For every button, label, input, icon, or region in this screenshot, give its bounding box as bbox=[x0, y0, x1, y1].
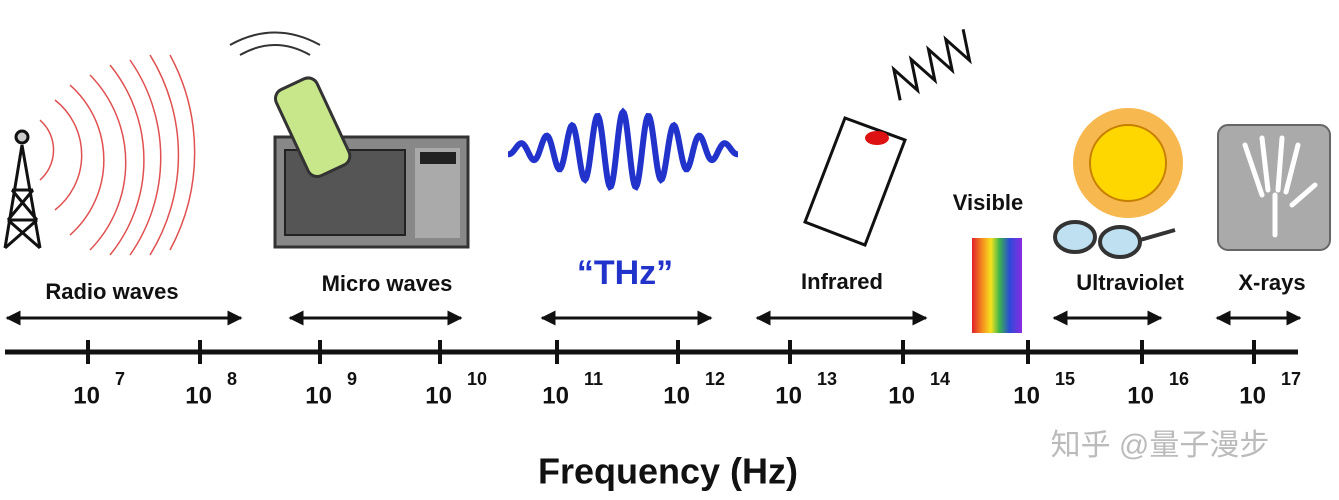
tick-base: 10 bbox=[542, 382, 569, 409]
tick-exponent: 11 bbox=[584, 369, 603, 389]
tick-exponent: 8 bbox=[227, 369, 237, 389]
tick-exponent: 16 bbox=[1169, 369, 1189, 389]
tick-base: 10 bbox=[305, 382, 332, 409]
tick-exponent: 15 bbox=[1055, 369, 1075, 389]
tick-base: 10 bbox=[73, 382, 100, 409]
tick-base: 10 bbox=[888, 382, 915, 409]
tick-base: 10 bbox=[425, 382, 452, 409]
tick-exponent: 10 bbox=[467, 369, 487, 389]
thz-wave bbox=[508, 107, 738, 191]
remote-icon bbox=[803, 29, 972, 247]
band-label: “THz” bbox=[577, 254, 673, 292]
band-label: Micro waves bbox=[322, 271, 453, 296]
visible-spectrum bbox=[972, 238, 1022, 333]
tick-exponent: 7 bbox=[115, 369, 125, 389]
band-label: X-rays bbox=[1238, 270, 1305, 295]
tick-base: 10 bbox=[1013, 382, 1040, 409]
tick-base: 10 bbox=[775, 382, 802, 409]
band-label: Radio waves bbox=[45, 279, 178, 304]
watermark: 知乎 @量子漫步 bbox=[1051, 429, 1270, 462]
phone-icon bbox=[229, 31, 352, 179]
radio-wave-arcs bbox=[39, 54, 196, 256]
tick-exponent: 13 bbox=[817, 369, 837, 389]
glasses-icon bbox=[1053, 220, 1176, 259]
tick-base: 10 bbox=[185, 382, 212, 409]
xray-icon bbox=[1217, 124, 1331, 251]
tick-exponent: 9 bbox=[347, 369, 357, 389]
tick-exponent: 12 bbox=[705, 369, 725, 389]
tick-exponent: 14 bbox=[930, 369, 950, 389]
tick-base: 10 bbox=[663, 382, 690, 409]
sun-icon bbox=[1073, 108, 1183, 218]
band-label: Infrared bbox=[801, 269, 883, 294]
band-label: Visible bbox=[953, 190, 1024, 215]
axis-title: Frequency (Hz) bbox=[538, 451, 798, 492]
band-label: Ultraviolet bbox=[1076, 270, 1184, 295]
tick-exponent: 17 bbox=[1281, 369, 1301, 389]
radio-tower-icon bbox=[3, 129, 42, 250]
tick-base: 10 bbox=[1127, 382, 1154, 409]
tick-base: 10 bbox=[1239, 382, 1266, 409]
